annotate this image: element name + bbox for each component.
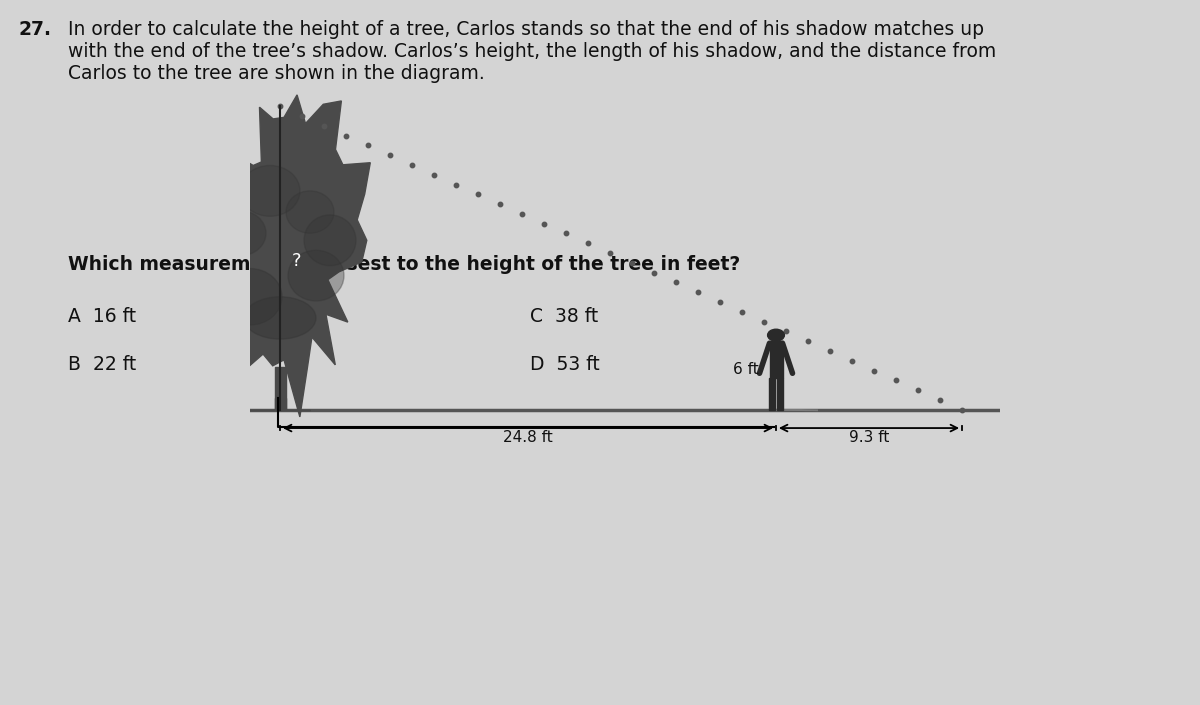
Polygon shape <box>188 95 371 417</box>
Bar <box>769 341 782 377</box>
Bar <box>769 377 775 410</box>
Text: Which measurement is closest to the height of the tree in feet?: Which measurement is closest to the heig… <box>68 255 740 274</box>
Text: Carlos to the tree are shown in the diagram.: Carlos to the tree are shown in the diag… <box>68 64 485 83</box>
Ellipse shape <box>286 191 334 233</box>
Ellipse shape <box>240 166 300 216</box>
Text: 9.3 ft: 9.3 ft <box>848 430 889 445</box>
Text: D  53 ft: D 53 ft <box>530 355 600 374</box>
Text: with the end of the tree’s shadow. Carlos’s height, the length of his shadow, an: with the end of the tree’s shadow. Carlo… <box>68 42 996 61</box>
Ellipse shape <box>218 269 282 325</box>
Bar <box>275 367 286 410</box>
Text: B  22 ft: B 22 ft <box>68 355 137 374</box>
Ellipse shape <box>214 211 266 256</box>
Circle shape <box>768 329 785 341</box>
Ellipse shape <box>244 297 316 339</box>
Text: 24.8 ft: 24.8 ft <box>503 430 553 445</box>
Text: 27.: 27. <box>18 20 50 39</box>
Text: 6 ft: 6 ft <box>733 362 758 377</box>
Text: A  16 ft: A 16 ft <box>68 307 136 326</box>
Polygon shape <box>250 398 310 410</box>
Text: In order to calculate the height of a tree, Carlos stands so that the end of his: In order to calculate the height of a tr… <box>68 20 984 39</box>
Ellipse shape <box>304 215 356 266</box>
Text: ?: ? <box>292 252 301 271</box>
Text: C  38 ft: C 38 ft <box>530 307 599 326</box>
Bar <box>778 377 782 410</box>
Ellipse shape <box>288 250 344 301</box>
